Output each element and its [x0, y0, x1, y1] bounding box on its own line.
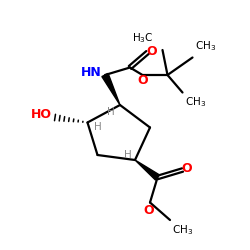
Text: CH$_3$: CH$_3$	[172, 223, 194, 237]
Polygon shape	[135, 160, 160, 180]
Text: O: O	[138, 74, 148, 87]
Text: HO: HO	[31, 108, 52, 121]
Text: CH$_3$: CH$_3$	[185, 95, 206, 109]
Text: H: H	[106, 107, 114, 117]
Text: O: O	[144, 204, 154, 217]
Text: H: H	[124, 150, 132, 160]
Text: O: O	[147, 45, 157, 58]
Text: H$_3$C: H$_3$C	[132, 32, 154, 46]
Text: O: O	[182, 162, 192, 174]
Text: CH$_3$: CH$_3$	[195, 39, 216, 53]
Text: HN: HN	[81, 66, 102, 80]
Polygon shape	[102, 74, 120, 105]
Text: H: H	[94, 122, 102, 132]
